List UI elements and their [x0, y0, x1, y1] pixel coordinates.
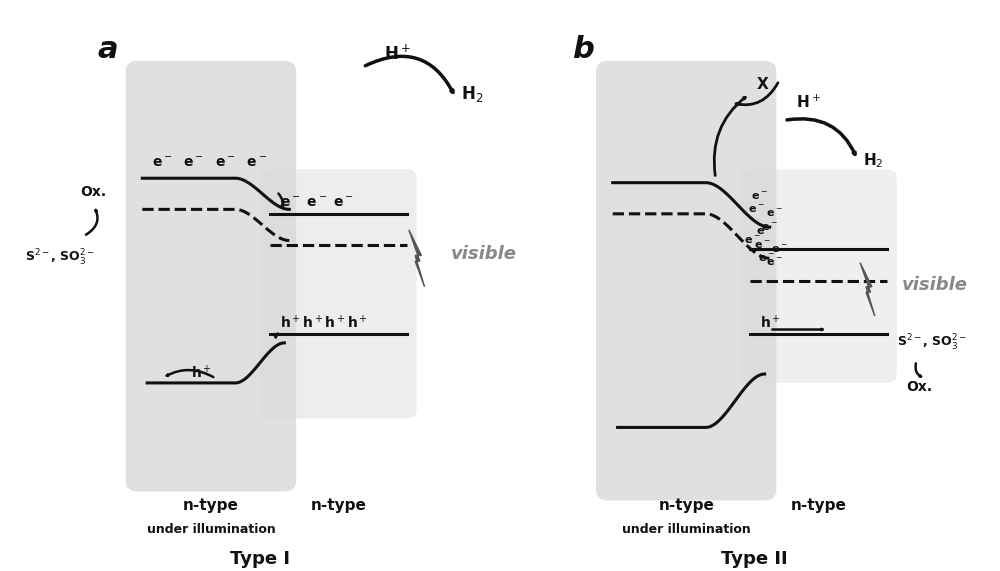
Text: e$^-$: e$^-$ [748, 204, 765, 215]
Text: b: b [572, 35, 594, 64]
Text: e$^-$: e$^-$ [766, 257, 783, 268]
Text: X: X [757, 77, 769, 93]
Text: e$^-$: e$^-$ [766, 208, 783, 219]
Text: h$^+$h$^+$h$^+$h$^+$: h$^+$h$^+$h$^+$h$^+$ [280, 314, 367, 331]
FancyBboxPatch shape [740, 170, 897, 383]
Polygon shape [860, 263, 875, 316]
Text: visible: visible [451, 245, 517, 263]
Text: a: a [98, 35, 118, 64]
Text: H$^+$: H$^+$ [384, 44, 411, 63]
Text: Type II: Type II [721, 550, 788, 568]
Text: n-type: n-type [658, 498, 714, 513]
Text: visible: visible [902, 276, 968, 294]
Text: H$_2$: H$_2$ [863, 151, 883, 170]
Text: Ox.: Ox. [80, 184, 106, 199]
Text: e$^-$: e$^-$ [751, 191, 768, 202]
Text: e$^-$  e$^-$  e$^-$  e$^-$: e$^-$ e$^-$ e$^-$ e$^-$ [152, 155, 267, 170]
FancyBboxPatch shape [260, 170, 417, 419]
Text: under illumination: under illumination [147, 523, 275, 536]
FancyBboxPatch shape [596, 61, 776, 500]
Text: H$_2$: H$_2$ [461, 84, 483, 104]
Text: e$^-$: e$^-$ [756, 226, 773, 237]
Text: under illumination: under illumination [622, 523, 751, 536]
Text: S$^{2-}$, SO$_3^{2-}$: S$^{2-}$, SO$_3^{2-}$ [25, 248, 95, 268]
Text: S$^{2-}$, SO$_3^{2-}$: S$^{2-}$, SO$_3^{2-}$ [897, 333, 967, 353]
Text: n-type: n-type [183, 498, 239, 513]
Text: n-type: n-type [310, 498, 366, 513]
Text: e$^-$: e$^-$ [758, 253, 775, 264]
Text: Type I: Type I [230, 550, 290, 568]
Text: e$^-$: e$^-$ [761, 222, 778, 233]
Text: n-type: n-type [791, 498, 846, 513]
Text: h$^+$: h$^+$ [191, 364, 212, 381]
Text: e$^-$: e$^-$ [771, 244, 788, 255]
Polygon shape [409, 230, 425, 287]
Text: H$^+$: H$^+$ [796, 94, 821, 111]
Text: Ox.: Ox. [907, 380, 933, 395]
Text: h$^+$: h$^+$ [760, 314, 781, 331]
FancyBboxPatch shape [126, 61, 296, 492]
Text: e$^-$: e$^-$ [754, 239, 771, 251]
Text: e$^-$ e$^-$ e$^-$: e$^-$ e$^-$ e$^-$ [280, 195, 353, 210]
Text: e$^-$: e$^-$ [744, 235, 761, 246]
